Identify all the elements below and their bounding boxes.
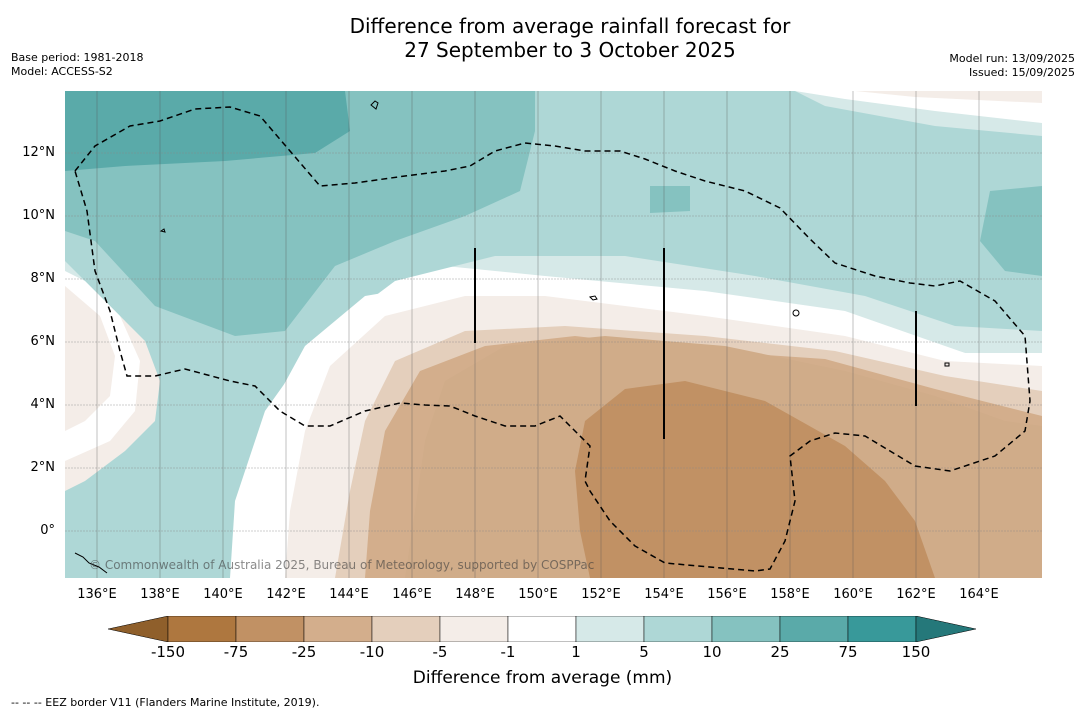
cbar-tick-9: 25 <box>770 643 790 661</box>
chart-title: Difference from average rainfall forecas… <box>0 14 1085 62</box>
lat-label-10n: 10°N <box>22 208 55 223</box>
colorbar <box>107 615 978 643</box>
eez-border <box>74 106 1031 572</box>
boundary-markers <box>474 248 917 439</box>
colorbar-swatches <box>107 615 977 643</box>
lon-label-136e: 136°E <box>77 587 117 602</box>
lat-label-12n: 12°N <box>22 145 55 160</box>
map-canvas <box>65 91 1042 578</box>
title-line-2: 27 September to 3 October 2025 <box>404 38 736 62</box>
cbar-tick-8: 10 <box>702 643 722 661</box>
copyright-notice: © Commonwealth of Australia 2025, Bureau… <box>89 558 595 572</box>
lat-label-2n: 2°N <box>30 460 56 475</box>
cbar-tick-2: -25 <box>291 643 317 661</box>
lon-label-140e: 140°E <box>203 587 243 602</box>
lat-label-4n: 4°N <box>30 397 56 412</box>
colorbar-swatch <box>711 615 781 643</box>
lon-label-148e: 148°E <box>455 587 495 602</box>
lat-label-6n: 6°N <box>30 334 56 349</box>
colorbar-swatch <box>303 615 373 643</box>
lon-label-138e: 138°E <box>140 587 180 602</box>
base-period: Base period: 1981-2018 <box>11 51 144 64</box>
colorbar-swatch <box>235 615 305 643</box>
footnote: -- -- -- EEZ border V11 (Flanders Marine… <box>11 696 320 709</box>
cbar-tick-10: 75 <box>838 643 858 661</box>
meta-left: Base period: 1981-2018 Model: ACCESS-S2 <box>11 51 143 79</box>
colorbar-swatch <box>643 615 713 643</box>
lat-label-8n: 8°N <box>30 271 56 286</box>
issued-date: Issued: 15/09/2025 <box>968 66 1075 79</box>
cbar-tick-11: 150 <box>901 643 931 661</box>
colorbar-swatch <box>439 615 509 643</box>
model-run: Model run: 13/09/2025 <box>949 52 1075 65</box>
lon-label-146e: 146°E <box>392 587 432 602</box>
cbar-tick-6: 1 <box>571 643 581 661</box>
cbar-tick-4: -5 <box>432 643 448 661</box>
meta-right: Model run: 13/09/2025 Issued: 15/09/2025 <box>949 52 1075 80</box>
lon-label-164e: 164°E <box>959 587 999 602</box>
colorbar-swatch <box>371 615 441 643</box>
lon-label-142e: 142°E <box>266 587 306 602</box>
cbar-tick-3: -10 <box>359 643 385 661</box>
lat-label-0: 0° <box>40 523 55 538</box>
lon-label-156e: 156°E <box>707 587 747 602</box>
lon-label-160e: 160°E <box>833 587 873 602</box>
rainfall-map[interactable] <box>65 91 1042 578</box>
lon-label-144e: 144°E <box>329 587 369 602</box>
title-line-1: Difference from average rainfall forecas… <box>349 14 791 38</box>
cbar-tick-7: 5 <box>639 643 649 661</box>
lon-label-154e: 154°E <box>644 587 684 602</box>
cbar-tick-0: -150 <box>150 643 186 661</box>
cbar-tick-5: -1 <box>500 643 516 661</box>
gridlines <box>65 152 1042 532</box>
islands <box>74 100 950 574</box>
model-name: Model: ACCESS-S2 <box>11 65 113 78</box>
colorbar-title: Difference from average (mm) <box>412 668 673 688</box>
lon-label-162e: 162°E <box>896 587 936 602</box>
colorbar-swatch <box>575 615 645 643</box>
lon-label-150e: 150°E <box>518 587 558 602</box>
colorbar-swatch <box>779 615 849 643</box>
colorbar-swatch <box>507 615 577 643</box>
colorbar-extend-low <box>107 615 169 643</box>
cbar-tick-1: -75 <box>223 643 249 661</box>
colorbar-swatch <box>847 615 917 643</box>
lon-label-158e: 158°E <box>770 587 810 602</box>
lon-label-152e: 152°E <box>581 587 621 602</box>
colorbar-swatch <box>167 615 237 643</box>
colorbar-extend-high <box>915 615 977 643</box>
